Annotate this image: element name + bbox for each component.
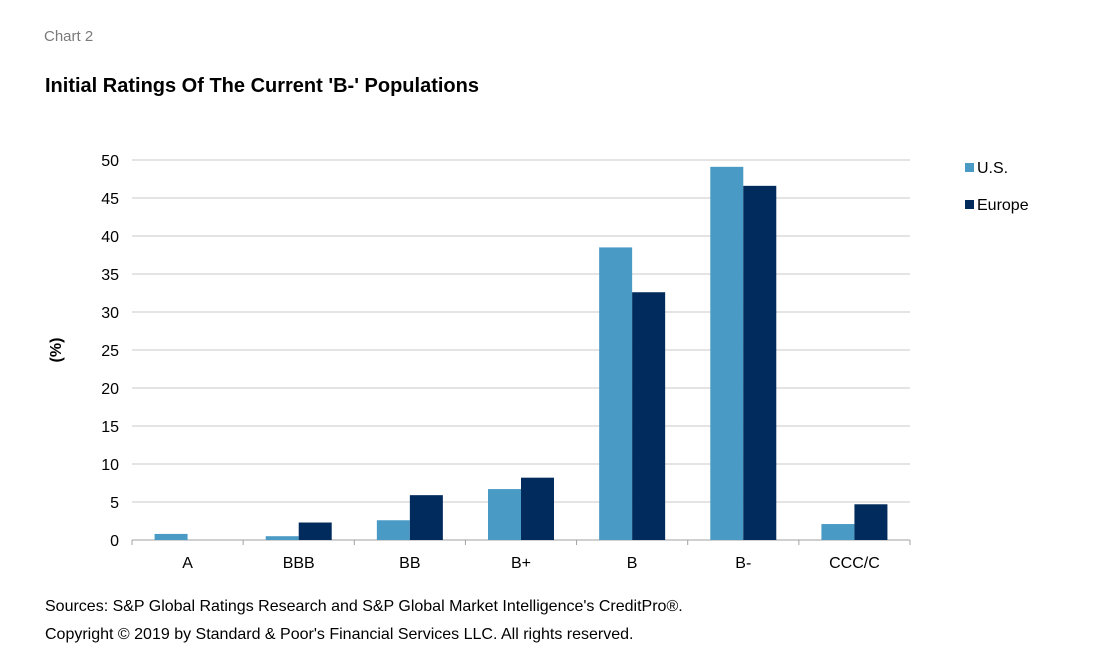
y-tick-label: 10 (101, 457, 119, 474)
bar-europe-cccc (854, 504, 888, 540)
x-tick-label: A (182, 555, 193, 572)
y-tick-label: 15 (101, 419, 119, 436)
bar-us-b- (710, 166, 744, 540)
bar-us-cccc (821, 524, 855, 540)
x-tick-label: BBB (283, 555, 315, 572)
bar-us-a (154, 533, 188, 540)
y-tick-label: 20 (101, 381, 119, 398)
x-tick-label: CCC/C (829, 555, 880, 572)
bar-europe-bb (409, 495, 443, 540)
y-tick-label: 50 (101, 153, 119, 170)
bar-us-bbb (265, 536, 299, 540)
y-tick-label: 30 (101, 305, 119, 322)
legend-label: Europe (977, 197, 1029, 214)
y-tick-label: 35 (101, 267, 119, 284)
legend-swatch (965, 163, 974, 172)
x-tick-label: BB (399, 555, 420, 572)
bar-us-b (599, 247, 633, 540)
bar-europe-bbb (298, 522, 332, 540)
legend-swatch (965, 200, 974, 209)
bar-us-b+ (488, 489, 521, 540)
y-tick-label: 45 (101, 191, 119, 208)
y-tick-label: 0 (110, 533, 119, 550)
chart-title: Initial Ratings Of The Current 'B-' Popu… (45, 75, 479, 97)
legend-label: U.S. (977, 160, 1008, 177)
y-tick-label: 40 (101, 229, 119, 246)
y-tick-label: 5 (110, 495, 119, 512)
bar-europe-b+ (521, 477, 554, 540)
bar-us-bb (376, 520, 410, 540)
x-tick-label: B (627, 555, 638, 572)
chart-label: Chart 2 (44, 28, 94, 45)
y-tick-label: 25 (101, 343, 119, 360)
x-tick-label: B+ (511, 555, 531, 572)
x-tick-label: B- (735, 555, 751, 572)
bar-europe-b (632, 292, 666, 540)
y-axis-title: (%) (48, 338, 65, 363)
sources-note: Sources: S&P Global Ratings Research and… (45, 598, 683, 615)
bar-europe-b- (743, 185, 777, 540)
copyright-note: Copyright © 2019 by Standard & Poor's Fi… (45, 626, 634, 643)
